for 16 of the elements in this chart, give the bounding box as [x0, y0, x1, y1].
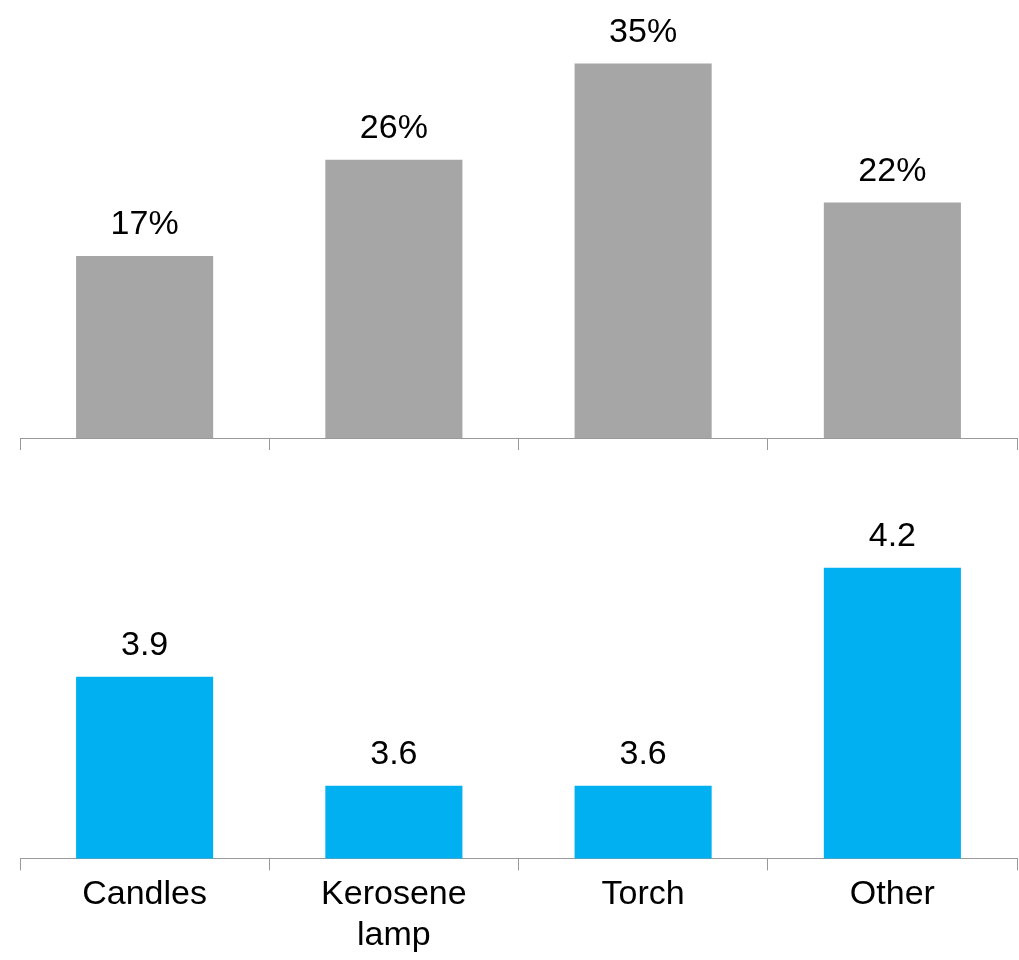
x-tick-label: Torch [601, 873, 685, 912]
bar [76, 256, 214, 438]
x-tick-label: Other [849, 873, 935, 912]
data-label: 22% [858, 149, 927, 188]
bar [574, 63, 712, 438]
data-label: 17% [110, 203, 179, 242]
data-label: 3.9 [120, 624, 169, 663]
data-label: 35% [609, 10, 678, 49]
data-label: 4.2 [868, 515, 917, 554]
bar [325, 159, 463, 438]
x-tick-label: Kerosene lamp [321, 873, 467, 952]
data-label: 3.6 [370, 733, 418, 772]
data-label: 26% [359, 107, 428, 146]
data-label: 3.6 [619, 733, 667, 772]
x-tick-label: Candles [82, 873, 207, 912]
bar [823, 202, 961, 438]
